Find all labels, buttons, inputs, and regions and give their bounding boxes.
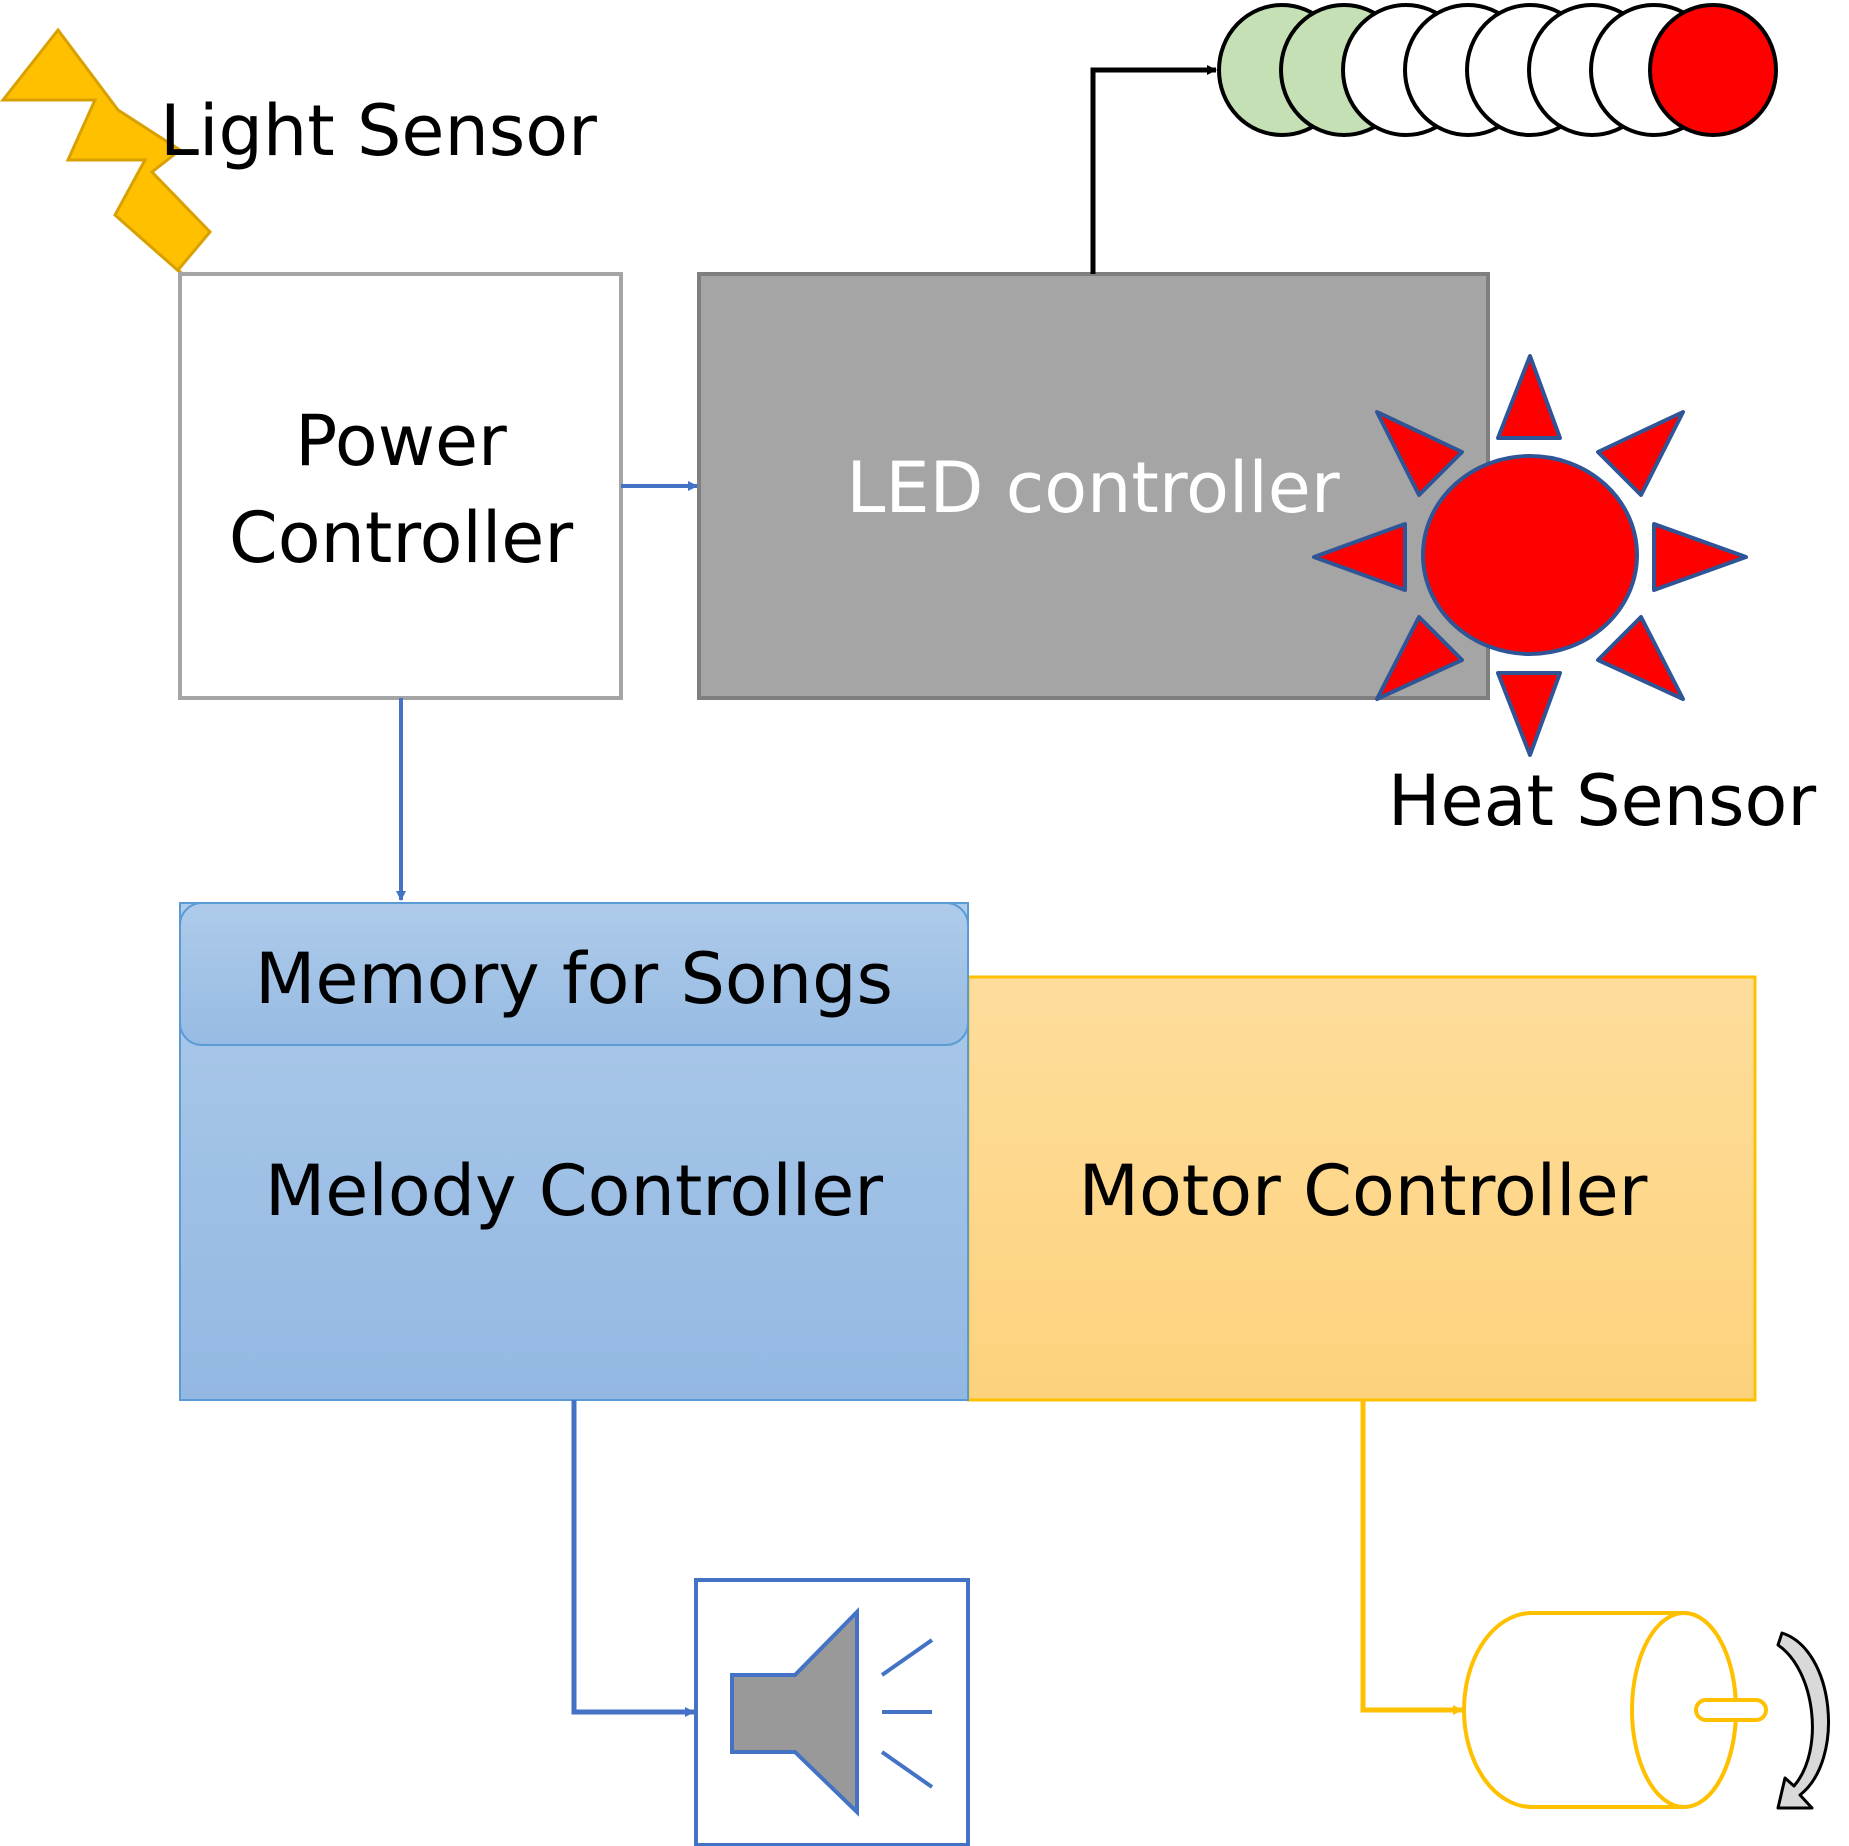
power-controller-label-line1: Power <box>295 400 507 482</box>
melody-controller-label: Melody Controller <box>265 1150 883 1232</box>
motor-controller-label: Motor Controller <box>1079 1150 1648 1232</box>
sun-icon <box>1312 354 1748 757</box>
power-controller-box <box>178 272 623 700</box>
arrow-motor-to-motor <box>1360 1400 1463 1715</box>
rotation-arrow-icon <box>1776 1631 1830 1810</box>
motor-icon <box>1462 1611 1768 1809</box>
memory-box <box>179 902 969 1046</box>
motor-controller-box <box>966 975 1757 1402</box>
heat-sensor-label: Heat Sensor <box>1388 760 1816 842</box>
speaker-icon <box>730 1607 859 1817</box>
sound-waves-icon <box>880 1638 934 1789</box>
led-strip <box>1217 3 1778 137</box>
led-light-icon <box>1648 3 1778 137</box>
arrow-led-to-strip <box>1090 65 1217 274</box>
led-controller-label: LED controller <box>846 447 1340 529</box>
arrow-melody-to-speaker <box>571 1400 695 1717</box>
memory-label: Memory for Songs <box>255 938 893 1020</box>
power-controller-label-line2: Controller <box>229 497 574 579</box>
light-sensor-label: Light Sensor <box>160 90 597 172</box>
